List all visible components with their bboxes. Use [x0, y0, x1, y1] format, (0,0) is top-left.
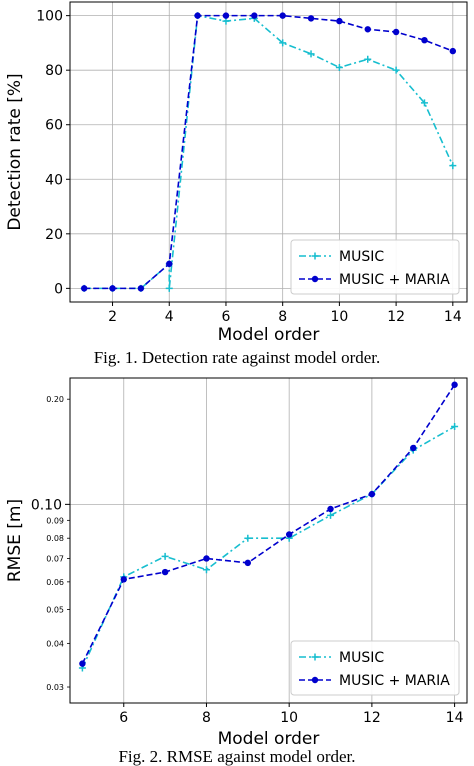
data-point	[244, 559, 252, 567]
data-point	[165, 284, 173, 292]
data-point	[410, 444, 417, 452]
data-point	[392, 66, 400, 74]
data-point	[327, 505, 334, 513]
data-point	[79, 660, 86, 667]
data-point	[451, 423, 459, 431]
data-point	[222, 12, 230, 19]
data-point	[364, 55, 372, 63]
x-tick-label: 8	[202, 710, 211, 726]
y-axis-label: Detection rate [%]	[5, 73, 25, 230]
data-point	[285, 531, 293, 538]
legend-box	[290, 640, 460, 696]
data-point	[194, 12, 201, 19]
figure-caption: Fig. 1. Detection rate against model ord…	[94, 348, 381, 367]
y-tick-label: 100	[36, 9, 63, 25]
x-tick-label: 12	[363, 710, 381, 726]
x-tick-label: 14	[446, 710, 464, 726]
data-point	[307, 50, 315, 58]
y-tick-label: 0	[54, 281, 63, 297]
data-point	[368, 490, 376, 498]
data-point	[420, 99, 428, 107]
legend-marker	[311, 275, 319, 283]
data-point	[307, 15, 315, 22]
data-point	[449, 162, 457, 170]
data-point	[120, 576, 127, 583]
y-tick-label-major: 0.10	[31, 497, 62, 513]
x-tick-label: 10	[330, 309, 348, 325]
data-point	[279, 39, 287, 47]
legend-marker	[311, 676, 319, 684]
legend: MUSIC MUSIC + MARIA	[290, 239, 460, 295]
series-1	[80, 12, 457, 292]
legend-marker	[311, 252, 319, 260]
legend-label: MUSIC	[339, 650, 384, 666]
series-line	[81, 384, 456, 664]
legend-label: MUSIC + MARIA	[339, 673, 450, 689]
y-tick-label: 40	[45, 172, 63, 188]
y-tick-label-minor: 0.03	[46, 683, 64, 692]
x-tick-label: 14	[444, 309, 462, 325]
series-0	[78, 423, 459, 672]
data-point	[336, 17, 343, 25]
x-tick-label: 8	[278, 309, 287, 325]
data-point	[166, 260, 173, 268]
legend-marker	[311, 653, 319, 661]
legend-box	[290, 239, 460, 295]
data-point	[80, 285, 88, 292]
data-point	[161, 552, 169, 560]
y-tick-label-minor: 0.09	[46, 516, 64, 525]
x-tick-label: 2	[108, 309, 117, 325]
plot-frame	[69, 1, 468, 303]
data-point	[244, 534, 252, 542]
data-point	[161, 568, 169, 576]
x-axis-label: Model order	[218, 325, 320, 345]
series-line	[84, 14, 454, 290]
y-tick-label: 20	[45, 227, 63, 243]
data-point	[203, 555, 210, 562]
x-axis-label: Model order	[218, 729, 320, 749]
legend-label: MUSIC	[339, 249, 384, 265]
data-point	[392, 28, 400, 36]
grid	[70, 378, 467, 703]
detection-rate-chart: 2 4 6 8 10 12 14 0 20 40 60 80 100 Model order Detecti…	[5, 1, 468, 367]
data-point	[279, 12, 286, 19]
x-tick-label: 6	[119, 710, 128, 726]
data-point	[327, 511, 335, 519]
plot-frame	[69, 377, 468, 704]
data-point	[451, 381, 458, 388]
x-tick-label: 6	[222, 309, 231, 325]
data-point	[109, 285, 116, 292]
data-point	[449, 47, 457, 55]
data-point	[137, 285, 145, 292]
x-tick-label: 10	[280, 710, 298, 726]
y-tick-label: 80	[45, 63, 63, 79]
data-point	[364, 26, 371, 33]
data-point	[421, 36, 428, 44]
figure-caption: Fig. 2. RMSE against model order.	[118, 747, 355, 766]
x-tick-label: 4	[165, 309, 174, 325]
series-line	[81, 425, 455, 669]
y-tick-label-minor: 0.06	[46, 578, 64, 587]
y-tick-label-minor: 0.07	[46, 554, 64, 563]
y-tick-label-minor: 0.08	[46, 534, 64, 543]
y-tick-label-minor: 0.04	[46, 639, 64, 648]
data-point	[202, 566, 210, 574]
y-tick-label: 60	[45, 118, 63, 134]
y-tick-label-minor: 0.20	[46, 395, 64, 404]
y-axis-label: RMSE [m]	[5, 499, 25, 582]
x-tick-label: 12	[387, 309, 405, 325]
legend: MUSIC MUSIC + MARIA	[290, 640, 460, 696]
y-tick-label-minor: 0.05	[46, 606, 64, 615]
data-point	[251, 12, 258, 19]
legend-label: MUSIC + MARIA	[339, 272, 450, 288]
data-point	[335, 63, 343, 71]
series-1	[79, 381, 458, 667]
rmse-chart: 6 8 10 12 14 0.10 0.03 0.04 0.05 0.06 0.07 0.08 0.09…	[5, 377, 468, 766]
